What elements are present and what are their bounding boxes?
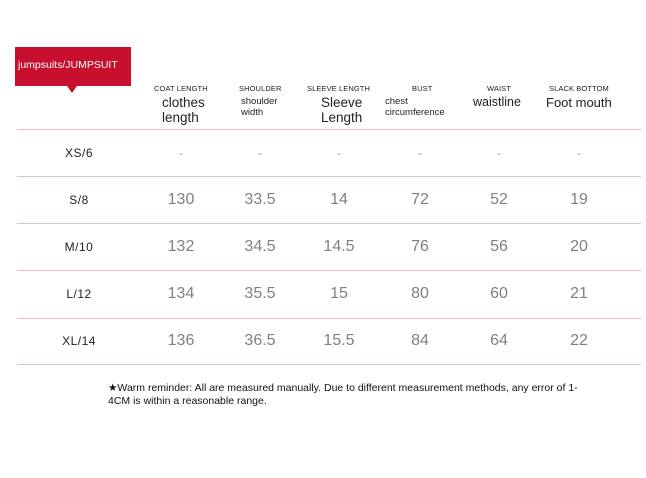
col-header-coat-length: COAT LENGTH clothes length xyxy=(154,84,232,125)
col-header-en: SLEEVE LENGTH xyxy=(307,84,370,93)
col-header-local: waistline xyxy=(473,95,521,109)
size-label: XS/6 xyxy=(64,146,93,160)
table-cell: - xyxy=(179,146,183,160)
measurement-note-text: Warm reminder: All are measured manually… xyxy=(108,382,578,407)
col-header-en: COAT LENGTH xyxy=(154,84,208,93)
table-cell: 33.5 xyxy=(244,191,276,208)
table-cell: - xyxy=(258,146,262,160)
table-cell: 14 xyxy=(330,191,348,208)
table-cell: - xyxy=(337,146,341,160)
measurement-note: ★Warm reminder: All are measured manuall… xyxy=(108,382,578,408)
size-label: L/12 xyxy=(66,287,92,301)
table-cell: 34.5 xyxy=(244,238,276,255)
table-cell: 14.5 xyxy=(323,238,355,255)
table-cell: 52 xyxy=(490,191,508,208)
badge-pointer xyxy=(67,86,77,93)
category-badge-label: jumpsuits/JUMPSUIT xyxy=(18,59,118,71)
table-divider xyxy=(17,129,641,130)
table-cell: 132 xyxy=(167,238,195,255)
table-cell: 36.5 xyxy=(244,332,276,349)
table-cell: 35.5 xyxy=(244,285,276,302)
table-cell: - xyxy=(577,146,581,160)
col-header-shoulder: SHOULDER shoulder width xyxy=(239,84,293,118)
size-label: S/8 xyxy=(69,193,89,207)
table-cell: - xyxy=(418,146,422,160)
col-header-sleeve-length: SLEEVE LENGTH Sleeve Length xyxy=(307,84,381,125)
table-cell: 130 xyxy=(167,191,195,208)
col-header-en: SHOULDER xyxy=(239,84,282,93)
table-divider xyxy=(17,364,641,365)
table-cell: 15 xyxy=(330,285,348,302)
table-cell: 134 xyxy=(167,285,195,302)
table-divider xyxy=(17,176,641,177)
col-header-local: clothes length xyxy=(162,95,205,125)
table-cell: 22 xyxy=(570,332,588,349)
col-header-local: shoulder width xyxy=(241,96,278,118)
table-cell: 84 xyxy=(411,332,429,349)
table-divider xyxy=(17,270,641,271)
size-label: XL/14 xyxy=(62,334,96,348)
table-cell: - xyxy=(497,146,501,160)
table-divider xyxy=(17,318,641,319)
table-cell: 20 xyxy=(570,238,588,255)
size-label: M/10 xyxy=(64,240,94,254)
category-badge: jumpsuits/JUMPSUIT xyxy=(15,47,131,86)
col-header-en: BUST xyxy=(412,84,433,93)
table-cell: 60 xyxy=(490,285,508,302)
table-cell: 15.5 xyxy=(323,332,355,349)
table-cell: 19 xyxy=(570,191,588,208)
table-cell: 21 xyxy=(570,285,588,302)
col-header-local: Foot mouth xyxy=(546,95,612,110)
col-header-en: SLACK BOTTOM xyxy=(549,84,609,93)
table-cell: 64 xyxy=(490,332,508,349)
col-header-local: chest circumference xyxy=(385,96,445,118)
table-cell: 80 xyxy=(411,285,429,302)
col-header-waist: WAIST waistline xyxy=(473,84,521,110)
col-header-local: Sleeve Length xyxy=(321,95,363,125)
table-cell: 76 xyxy=(411,238,429,255)
star-icon: ★ xyxy=(108,382,118,394)
table-cell: 136 xyxy=(167,332,195,349)
table-cell: 72 xyxy=(411,191,429,208)
table-divider xyxy=(17,223,641,224)
col-header-en: WAIST xyxy=(487,84,511,93)
table-cell: 56 xyxy=(490,238,508,255)
col-header-bust: BUST chest circumference xyxy=(385,84,461,118)
col-header-slack-bottom: SLACK BOTTOM Foot mouth xyxy=(546,84,612,110)
